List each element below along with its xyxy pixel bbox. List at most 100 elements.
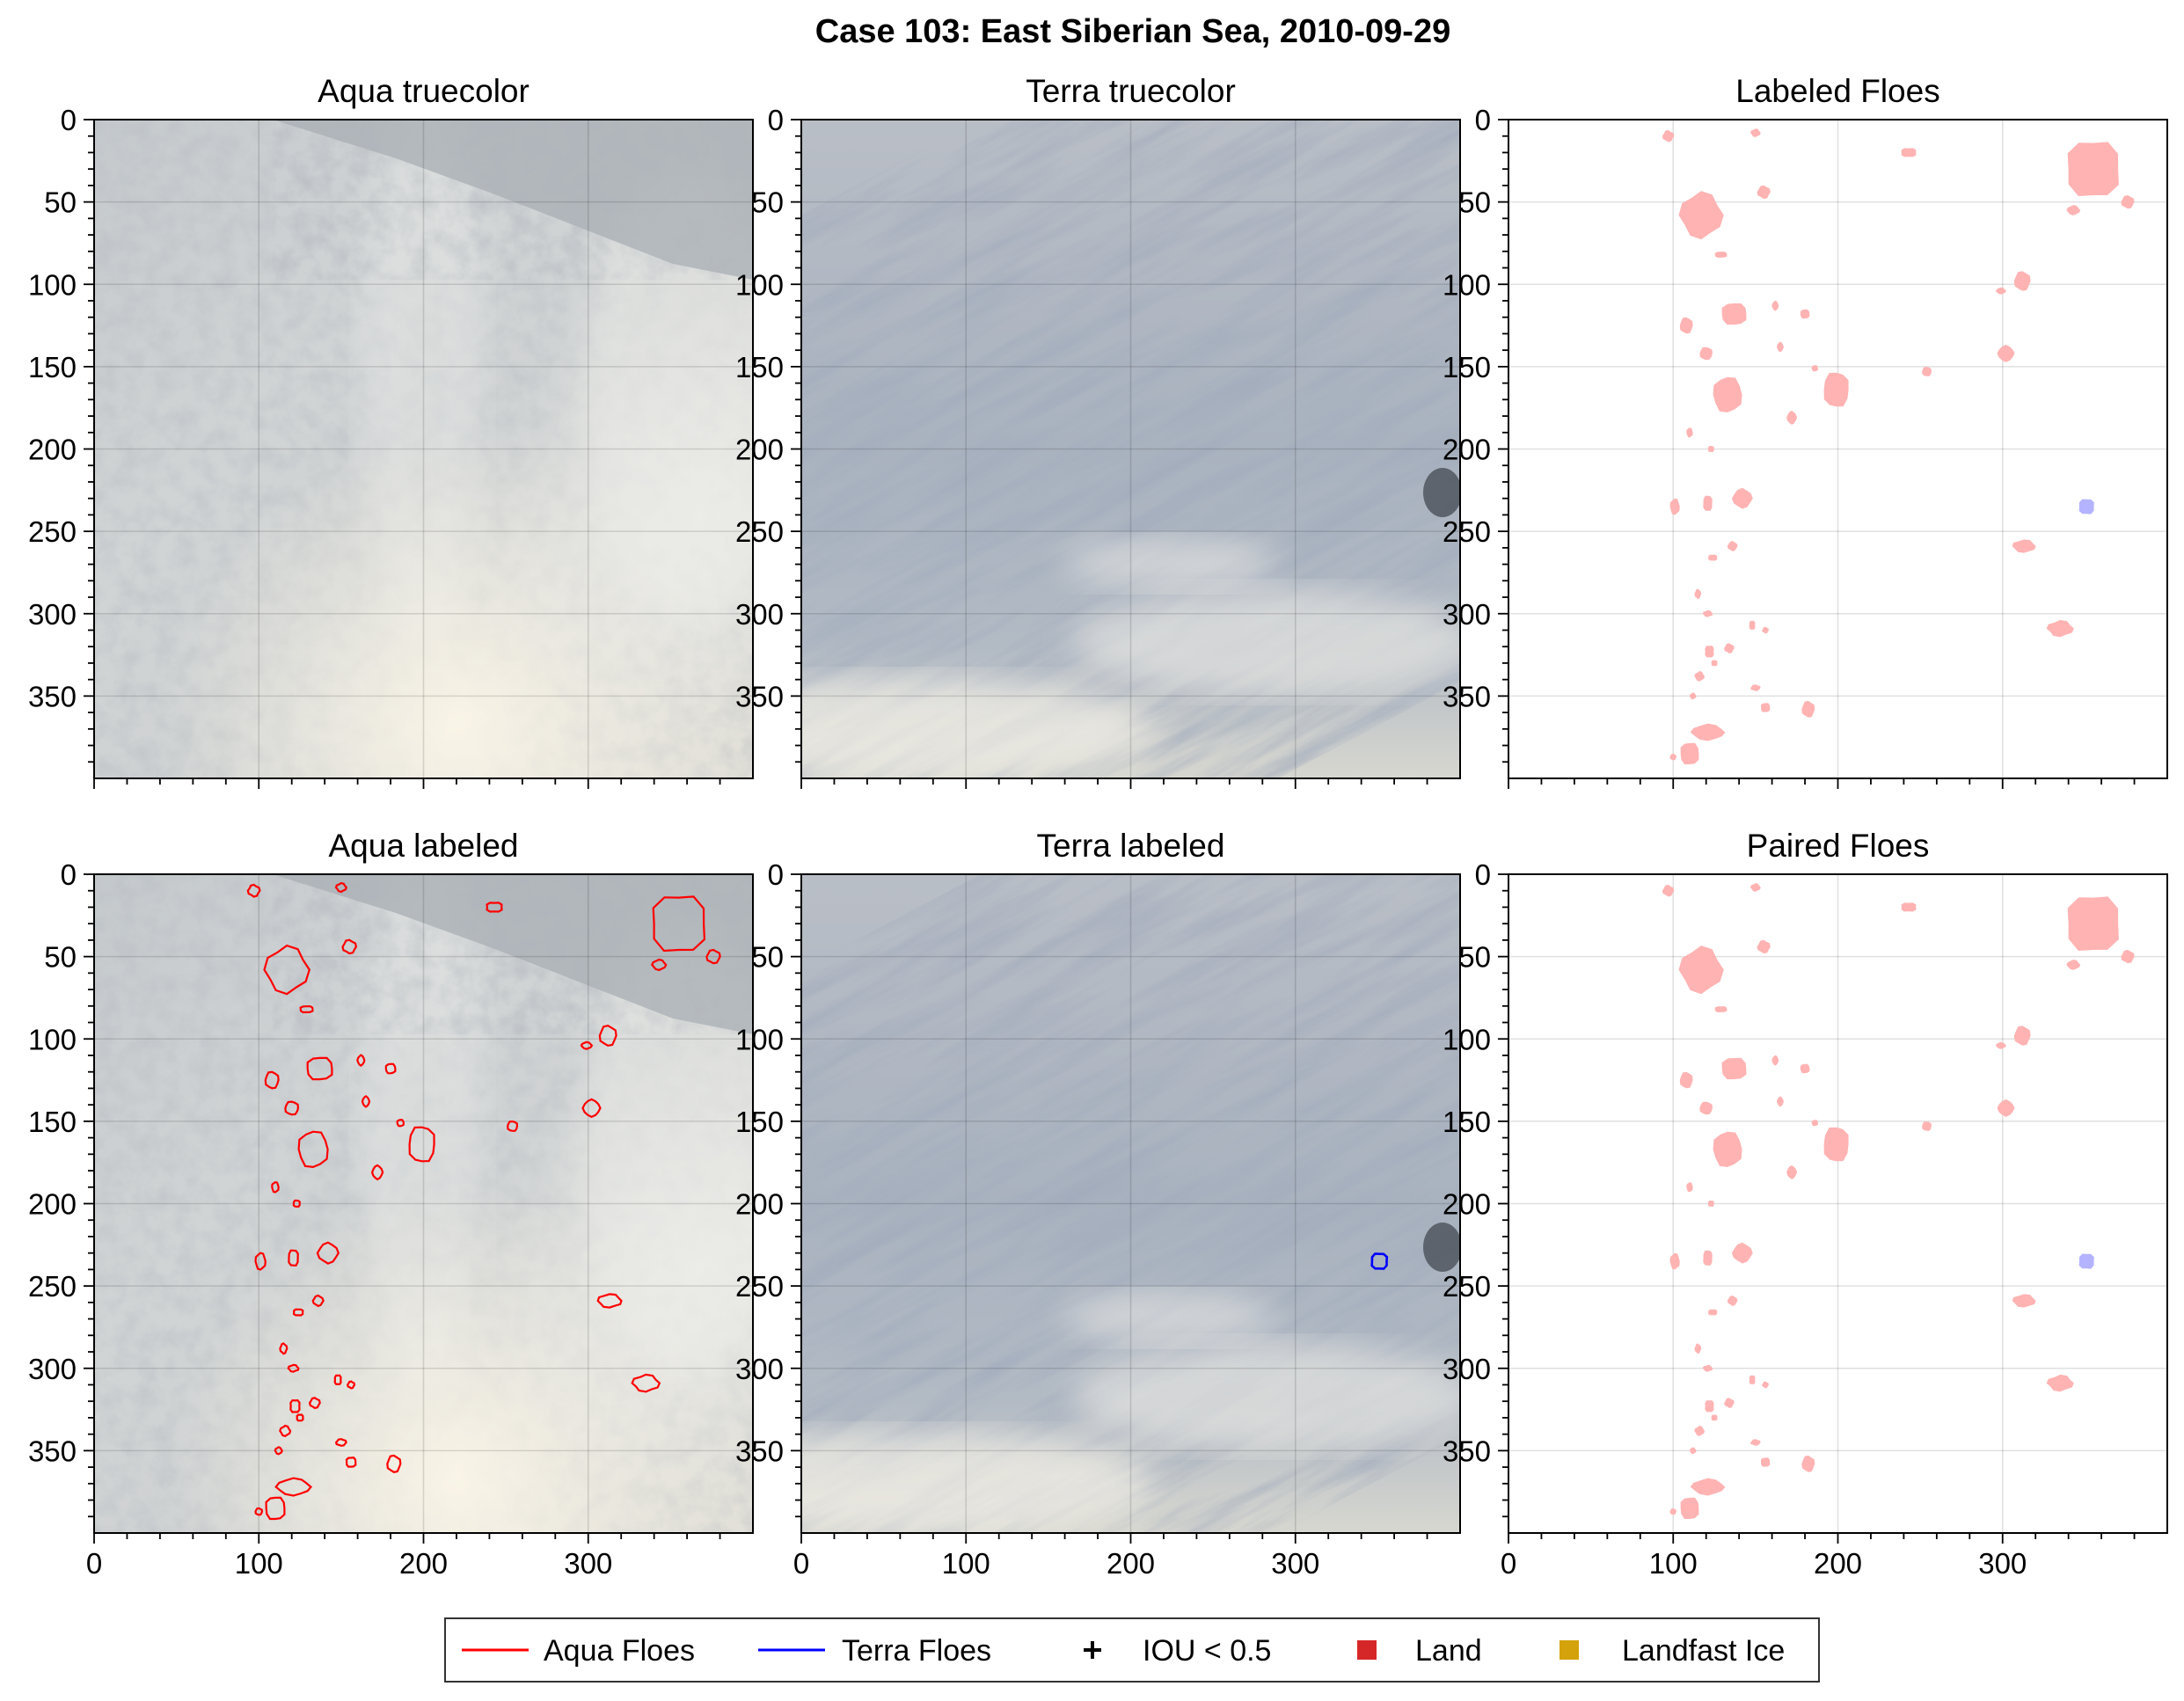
x-tick-label: 0 [1501, 1547, 1516, 1580]
aqua-floe-outline-26 [316, 1241, 340, 1265]
y-tick-label: 0 [1475, 858, 1491, 891]
y-tick-label: 50 [751, 186, 784, 219]
floe-fill-43 [1761, 703, 1771, 712]
aqua-floe-outline-47 [254, 1507, 264, 1516]
aqua-floe-outline-27 [254, 1252, 267, 1271]
x-tick-label: 0 [793, 1547, 809, 1580]
y-tick-label: 150 [28, 351, 77, 383]
aqua-floe-outline-14 [356, 1054, 366, 1067]
aqua-floe-outline-22 [408, 1126, 435, 1163]
aqua-floe-outline-3 [486, 902, 503, 913]
y-tick-label: 350 [735, 680, 784, 712]
aqua-floe-outline-40 [296, 1413, 304, 1422]
floe-fill-45 [1690, 723, 1726, 741]
aqua-floe-outline-46 [265, 1496, 286, 1521]
floe-fill-36 [2046, 619, 2074, 638]
floe-fill-23 [1786, 410, 1798, 425]
floe-fill-47 [1669, 753, 1676, 761]
aqua-floe-outline-24 [271, 1181, 280, 1194]
floe-fill-6 [2067, 142, 2119, 196]
y-tick-label: 250 [28, 515, 77, 548]
aqua-floe-outline-17 [361, 1095, 371, 1108]
legend-label-landfast-ice: Landfast Ice [1622, 1634, 1785, 1668]
y-tick-label: 50 [44, 186, 77, 219]
panel-2: Terra truecolor 0 50 100 150 200 250 300 350 [735, 73, 1461, 789]
floe-fill-12 [1721, 1057, 1747, 1080]
y-tick-label: 150 [28, 1106, 77, 1138]
floe-fill-2 [1750, 883, 1761, 892]
aqua-floe-outline-38 [308, 1397, 321, 1410]
floe-fill-29 [1727, 1296, 1738, 1306]
aqua-floe-outline-25 [292, 1199, 301, 1208]
floe-fill-9 [1714, 252, 1727, 258]
floe-fill-32 [1694, 1343, 1702, 1354]
aqua-image-bottom [94, 874, 753, 1533]
floe-fill-14 [1771, 300, 1779, 311]
floe-fill-22 [1823, 1127, 1849, 1162]
floe-fill-6 [2067, 896, 2119, 951]
floe-fill-8 [2066, 960, 2081, 970]
floe-fill-15 [1800, 309, 1810, 319]
floe-fill-1 [1662, 129, 1675, 142]
floe-fill-14 [1771, 1055, 1779, 1066]
floe-fill-3 [1901, 148, 1917, 157]
legend-frame [444, 1617, 1820, 1683]
y-tick-label: 350 [1443, 1435, 1491, 1467]
floe-fill-17 [1777, 1096, 1784, 1107]
y-tick-label: 250 [735, 1270, 784, 1303]
floe-fill-40 [1711, 660, 1718, 667]
y-tick-label: 250 [735, 515, 784, 548]
axes-layer: Aqua truecolor050100150200250300350Terra… [28, 73, 2168, 1580]
aqua-floe-outline-41 [334, 1438, 347, 1447]
floe-fill-5 [1678, 191, 1724, 240]
panel-title: Terra truecolor [1026, 73, 1236, 109]
floe-fill-5 [1678, 945, 1724, 995]
terra-image-bottom [801, 874, 1460, 1533]
floe-fill-7 [2121, 950, 2135, 964]
floe-fill-31 [1708, 554, 1718, 561]
y-tick-label: 50 [44, 941, 77, 974]
y-tick-label: 200 [1443, 434, 1491, 466]
panel-4: Aqua labeled 0 50 100 150 200 250 300 350 0 100 200… [28, 828, 754, 1580]
aqua-floe-outline-9 [299, 1004, 314, 1014]
floe-fill-27 [1669, 1252, 1680, 1270]
floe-fill-21 [1713, 376, 1742, 412]
floe-fill-43 [1761, 1457, 1771, 1467]
floe-fill-36 [2046, 1374, 2074, 1392]
y-tick-label: 200 [28, 434, 77, 466]
aqua-floe-outline-44 [386, 1454, 402, 1473]
floe-fill-13 [1679, 1071, 1693, 1089]
floe-fill-27 [1669, 498, 1680, 515]
legend-label-iou: IOU < 0.5 [1143, 1634, 1271, 1668]
floe-fill-17 [1777, 341, 1784, 353]
floe-fill-24 [1686, 427, 1693, 438]
aqua-floe-outline-10 [598, 1025, 617, 1047]
floe-fill-13 [1679, 317, 1693, 334]
aqua-floe-outline-43 [345, 1456, 357, 1468]
aqua-floe-outline-20 [581, 1098, 602, 1119]
aqua-floe-outline-30 [596, 1293, 623, 1309]
aqua-floe-outline-15 [384, 1062, 397, 1075]
aqua-floe-outline-21 [297, 1130, 329, 1169]
floe-fill-32 [1694, 588, 1702, 600]
y-tick-label: 250 [1443, 515, 1491, 548]
floe-fill-29 [1727, 541, 1738, 551]
floe-fill-21 [1713, 1131, 1742, 1167]
floe-fill-18 [1811, 1120, 1818, 1127]
floe-fill-25 [1707, 446, 1714, 452]
aqua-floe-outline-16 [284, 1100, 300, 1116]
aqua-floe-outline-6 [652, 895, 706, 953]
y-tick-label: 150 [1443, 1106, 1491, 1138]
y-tick-label: 0 [1475, 104, 1491, 136]
panel-3: Labeled Floes 0 50 100 150 200 250 300 350 [1443, 73, 2168, 789]
floe-fill-30 [2012, 1294, 2036, 1308]
floe-fill-15 [1800, 1063, 1810, 1074]
legend-label-aqua-floes: Aqua Floes [544, 1634, 695, 1668]
y-tick-label: 100 [28, 1023, 77, 1055]
floe-fill-37 [1705, 1400, 1714, 1413]
floe-fill-30 [2012, 539, 2036, 553]
aqua-floe-outline-12 [306, 1056, 333, 1081]
floe-fill-28 [1703, 1250, 1713, 1266]
x-tick-label: 300 [1978, 1547, 2027, 1580]
